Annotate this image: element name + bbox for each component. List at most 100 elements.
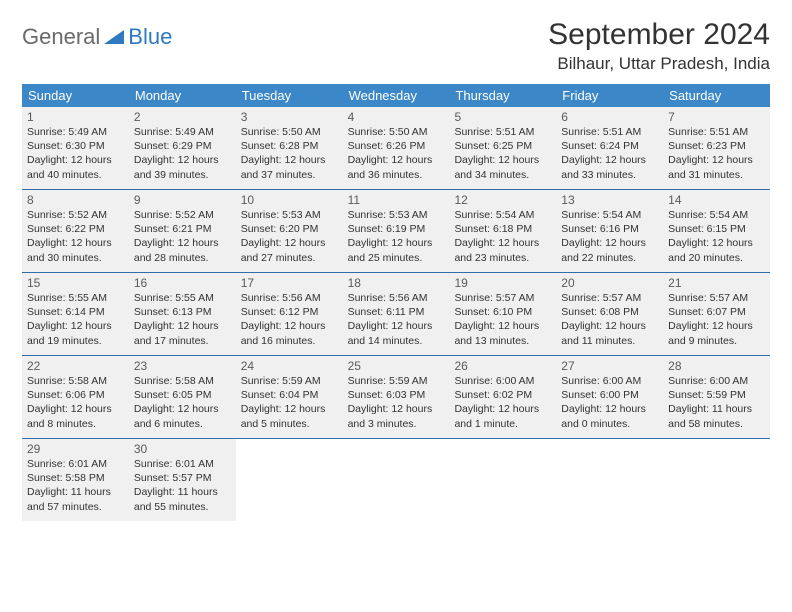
sunrise-text: Sunrise: 6:01 AM [27, 457, 124, 471]
sunset-text: Sunset: 6:28 PM [241, 139, 338, 153]
daylight-text: Daylight: 12 hours and 34 minutes. [454, 153, 551, 181]
page-header: General Blue September 2024 Bilhaur, Utt… [22, 18, 770, 74]
daylight-text: Daylight: 12 hours and 0 minutes. [561, 402, 658, 430]
sunrise-text: Sunrise: 5:52 AM [134, 208, 231, 222]
calendar-day-cell: 25Sunrise: 5:59 AMSunset: 6:03 PMDayligh… [343, 356, 450, 438]
calendar-day-cell: 19Sunrise: 5:57 AMSunset: 6:10 PMDayligh… [449, 273, 556, 355]
daylight-text: Daylight: 12 hours and 19 minutes. [27, 319, 124, 347]
sunset-text: Sunset: 5:58 PM [27, 471, 124, 485]
day-number: 5 [454, 110, 551, 124]
day-info: Sunrise: 6:00 AMSunset: 6:00 PMDaylight:… [561, 374, 658, 431]
day-number: 11 [348, 193, 445, 207]
day-number: 29 [27, 442, 124, 456]
calendar-week-row: 15Sunrise: 5:55 AMSunset: 6:14 PMDayligh… [22, 273, 770, 356]
day-info: Sunrise: 5:51 AMSunset: 6:25 PMDaylight:… [454, 125, 551, 182]
sunset-text: Sunset: 6:04 PM [241, 388, 338, 402]
sunset-text: Sunset: 6:26 PM [348, 139, 445, 153]
sunrise-text: Sunrise: 5:59 AM [348, 374, 445, 388]
sunrise-text: Sunrise: 5:54 AM [668, 208, 765, 222]
calendar-week-row: 8Sunrise: 5:52 AMSunset: 6:22 PMDaylight… [22, 190, 770, 273]
daylight-text: Daylight: 12 hours and 17 minutes. [134, 319, 231, 347]
day-info: Sunrise: 5:54 AMSunset: 6:18 PMDaylight:… [454, 208, 551, 265]
sunrise-text: Sunrise: 5:55 AM [27, 291, 124, 305]
sunrise-text: Sunrise: 5:57 AM [561, 291, 658, 305]
day-info: Sunrise: 5:59 AMSunset: 6:04 PMDaylight:… [241, 374, 338, 431]
sunrise-text: Sunrise: 5:52 AM [27, 208, 124, 222]
daylight-text: Daylight: 12 hours and 8 minutes. [27, 402, 124, 430]
sunset-text: Sunset: 6:16 PM [561, 222, 658, 236]
day-info: Sunrise: 5:59 AMSunset: 6:03 PMDaylight:… [348, 374, 445, 431]
sunset-text: Sunset: 6:02 PM [454, 388, 551, 402]
calendar-week-row: 22Sunrise: 5:58 AMSunset: 6:06 PMDayligh… [22, 356, 770, 439]
sunrise-text: Sunrise: 5:49 AM [134, 125, 231, 139]
sunrise-text: Sunrise: 5:50 AM [241, 125, 338, 139]
calendar-day-cell: 14Sunrise: 5:54 AMSunset: 6:15 PMDayligh… [663, 190, 770, 272]
weekday-header: Tuesday [236, 84, 343, 107]
logo-word2: Blue [128, 24, 172, 50]
day-number: 1 [27, 110, 124, 124]
calendar-day-cell: 7Sunrise: 5:51 AMSunset: 6:23 PMDaylight… [663, 107, 770, 189]
sunset-text: Sunset: 6:08 PM [561, 305, 658, 319]
daylight-text: Daylight: 12 hours and 33 minutes. [561, 153, 658, 181]
sunrise-text: Sunrise: 5:57 AM [668, 291, 765, 305]
weekday-header: Friday [556, 84, 663, 107]
sunrise-text: Sunrise: 5:53 AM [241, 208, 338, 222]
calendar-day-cell: 28Sunrise: 6:00 AMSunset: 5:59 PMDayligh… [663, 356, 770, 438]
day-number: 7 [668, 110, 765, 124]
day-number: 24 [241, 359, 338, 373]
sunrise-text: Sunrise: 5:57 AM [454, 291, 551, 305]
sunrise-text: Sunrise: 5:51 AM [454, 125, 551, 139]
sunset-text: Sunset: 6:06 PM [27, 388, 124, 402]
day-number: 22 [27, 359, 124, 373]
daylight-text: Daylight: 12 hours and 39 minutes. [134, 153, 231, 181]
sunset-text: Sunset: 6:24 PM [561, 139, 658, 153]
sunrise-text: Sunrise: 5:59 AM [241, 374, 338, 388]
calendar-day-cell: 3Sunrise: 5:50 AMSunset: 6:28 PMDaylight… [236, 107, 343, 189]
day-info: Sunrise: 5:57 AMSunset: 6:07 PMDaylight:… [668, 291, 765, 348]
daylight-text: Daylight: 12 hours and 37 minutes. [241, 153, 338, 181]
day-info: Sunrise: 5:54 AMSunset: 6:15 PMDaylight:… [668, 208, 765, 265]
sunset-text: Sunset: 6:05 PM [134, 388, 231, 402]
calendar-day-cell: 27Sunrise: 6:00 AMSunset: 6:00 PMDayligh… [556, 356, 663, 438]
day-number: 20 [561, 276, 658, 290]
sunrise-text: Sunrise: 5:58 AM [27, 374, 124, 388]
calendar-day-cell: 10Sunrise: 5:53 AMSunset: 6:20 PMDayligh… [236, 190, 343, 272]
daylight-text: Daylight: 12 hours and 27 minutes. [241, 236, 338, 264]
sunrise-text: Sunrise: 5:51 AM [561, 125, 658, 139]
calendar-day-cell: 16Sunrise: 5:55 AMSunset: 6:13 PMDayligh… [129, 273, 236, 355]
sunset-text: Sunset: 6:14 PM [27, 305, 124, 319]
daylight-text: Daylight: 12 hours and 22 minutes. [561, 236, 658, 264]
weekday-header: Monday [129, 84, 236, 107]
sunset-text: Sunset: 6:20 PM [241, 222, 338, 236]
calendar-day-cell: 30Sunrise: 6:01 AMSunset: 5:57 PMDayligh… [129, 439, 236, 521]
sunrise-text: Sunrise: 6:01 AM [134, 457, 231, 471]
calendar-day-cell: 24Sunrise: 5:59 AMSunset: 6:04 PMDayligh… [236, 356, 343, 438]
logo-word1: General [22, 24, 100, 50]
day-number: 27 [561, 359, 658, 373]
sunrise-text: Sunrise: 6:00 AM [668, 374, 765, 388]
day-info: Sunrise: 5:54 AMSunset: 6:16 PMDaylight:… [561, 208, 658, 265]
calendar-day-cell: 20Sunrise: 5:57 AMSunset: 6:08 PMDayligh… [556, 273, 663, 355]
day-info: Sunrise: 5:58 AMSunset: 6:06 PMDaylight:… [27, 374, 124, 431]
day-info: Sunrise: 5:57 AMSunset: 6:10 PMDaylight:… [454, 291, 551, 348]
sunrise-text: Sunrise: 6:00 AM [454, 374, 551, 388]
weekday-header: Sunday [22, 84, 129, 107]
daylight-text: Daylight: 12 hours and 36 minutes. [348, 153, 445, 181]
sunset-text: Sunset: 6:25 PM [454, 139, 551, 153]
calendar-day-cell: 26Sunrise: 6:00 AMSunset: 6:02 PMDayligh… [449, 356, 556, 438]
weekday-header: Wednesday [343, 84, 450, 107]
sunset-text: Sunset: 6:30 PM [27, 139, 124, 153]
sunset-text: Sunset: 6:12 PM [241, 305, 338, 319]
day-number: 15 [27, 276, 124, 290]
sunset-text: Sunset: 6:03 PM [348, 388, 445, 402]
sunset-text: Sunset: 6:22 PM [27, 222, 124, 236]
sunset-text: Sunset: 6:07 PM [668, 305, 765, 319]
calendar-day-cell: 9Sunrise: 5:52 AMSunset: 6:21 PMDaylight… [129, 190, 236, 272]
calendar-day-cell: 23Sunrise: 5:58 AMSunset: 6:05 PMDayligh… [129, 356, 236, 438]
day-number: 9 [134, 193, 231, 207]
daylight-text: Daylight: 12 hours and 16 minutes. [241, 319, 338, 347]
day-info: Sunrise: 5:55 AMSunset: 6:13 PMDaylight:… [134, 291, 231, 348]
day-number: 8 [27, 193, 124, 207]
logo-triangle-icon [104, 28, 126, 46]
day-info: Sunrise: 5:49 AMSunset: 6:30 PMDaylight:… [27, 125, 124, 182]
